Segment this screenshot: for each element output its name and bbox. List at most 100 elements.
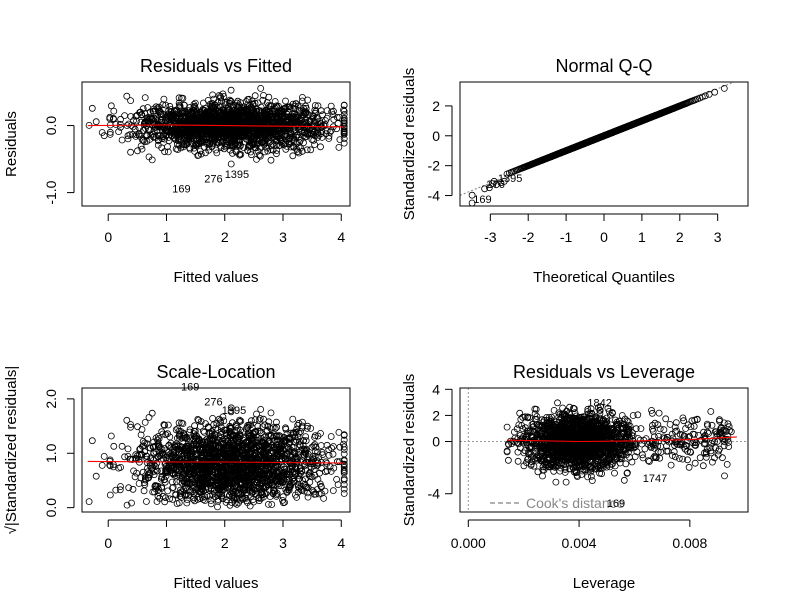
data-point [142, 498, 150, 505]
data-point [316, 480, 324, 488]
x-tick-label: 1 [163, 229, 171, 245]
data-point [273, 423, 281, 431]
data-point [217, 431, 225, 438]
data-point [136, 108, 144, 116]
data-point [239, 464, 247, 472]
data-point [211, 133, 219, 141]
data-point [302, 433, 310, 441]
data-point [194, 130, 202, 138]
data-point [282, 139, 290, 147]
data-point [117, 115, 124, 123]
data-point [273, 115, 281, 123]
data-point [98, 461, 106, 469]
data-point [216, 93, 224, 100]
data-point [191, 102, 199, 110]
data-point [195, 135, 203, 143]
data-point [235, 101, 243, 109]
data-point [184, 470, 192, 478]
data-point [243, 475, 251, 483]
data-point [156, 110, 164, 118]
data-point [174, 425, 182, 433]
data-point [186, 104, 194, 111]
data-point [488, 180, 496, 188]
data-point [220, 120, 228, 128]
data-point [141, 94, 149, 101]
data-point [88, 104, 96, 112]
data-point [233, 494, 241, 502]
data-point [210, 103, 218, 111]
data-point [269, 467, 277, 475]
data-point [302, 475, 309, 483]
data-point [196, 422, 204, 430]
data-point [492, 181, 500, 189]
data-point [297, 485, 305, 493]
y-tick-label: 2 [432, 98, 440, 114]
data-point [269, 113, 277, 121]
data-point [219, 483, 227, 491]
data-point [274, 102, 282, 110]
x-tick-label: -2 [522, 229, 535, 245]
data-point [255, 451, 263, 459]
data-point [210, 436, 218, 444]
data-point [258, 491, 266, 499]
y-tick-label: -1.0 [43, 180, 59, 204]
data-point [231, 135, 239, 143]
point-label: 1395 [498, 173, 522, 185]
data-point [220, 426, 228, 434]
data-point [320, 121, 328, 129]
point-label: 276 [204, 174, 222, 186]
data-point [143, 137, 151, 145]
data-point [304, 96, 312, 104]
data-point [260, 132, 268, 140]
data-point [313, 113, 321, 121]
data-point [340, 127, 348, 135]
data-point [236, 150, 244, 158]
data-point [235, 118, 242, 126]
data-point [275, 432, 283, 439]
data-point [162, 101, 170, 109]
data-point [300, 109, 308, 116]
data-point [201, 493, 209, 501]
data-point [275, 470, 283, 478]
data-point [280, 141, 288, 149]
data-point [165, 441, 173, 449]
data-point [304, 422, 312, 430]
data-point [215, 415, 223, 423]
data-point [140, 442, 147, 450]
data-point [202, 420, 209, 428]
data-point [282, 97, 289, 105]
data-point [296, 442, 304, 450]
data-point [236, 449, 244, 457]
x-axis-label: Fitted values [173, 269, 258, 286]
data-point [100, 452, 108, 460]
data-point [230, 489, 237, 497]
data-point [299, 107, 307, 115]
data-point [301, 124, 309, 132]
data-point [85, 498, 93, 506]
data-point [240, 107, 248, 114]
data-point [262, 462, 269, 470]
data-point [176, 477, 184, 485]
data-point [227, 408, 235, 416]
data-point [251, 416, 259, 424]
data-point [328, 108, 336, 116]
data-point [246, 481, 254, 489]
data-point [257, 405, 265, 413]
data-point [197, 475, 205, 483]
y-axis: -4-202 [428, 98, 453, 204]
data-point [178, 419, 185, 427]
data-point [208, 143, 216, 151]
data-point [195, 445, 203, 453]
data-point [115, 464, 122, 472]
data-point [174, 445, 182, 453]
data-point [232, 109, 240, 117]
data-point [273, 104, 281, 112]
data-point [298, 94, 306, 101]
data-point [260, 115, 268, 122]
data-point [212, 120, 219, 127]
data-point [273, 436, 281, 444]
data-point [220, 417, 228, 425]
data-point [164, 452, 172, 460]
data-point [301, 480, 309, 488]
data-point [295, 419, 303, 427]
